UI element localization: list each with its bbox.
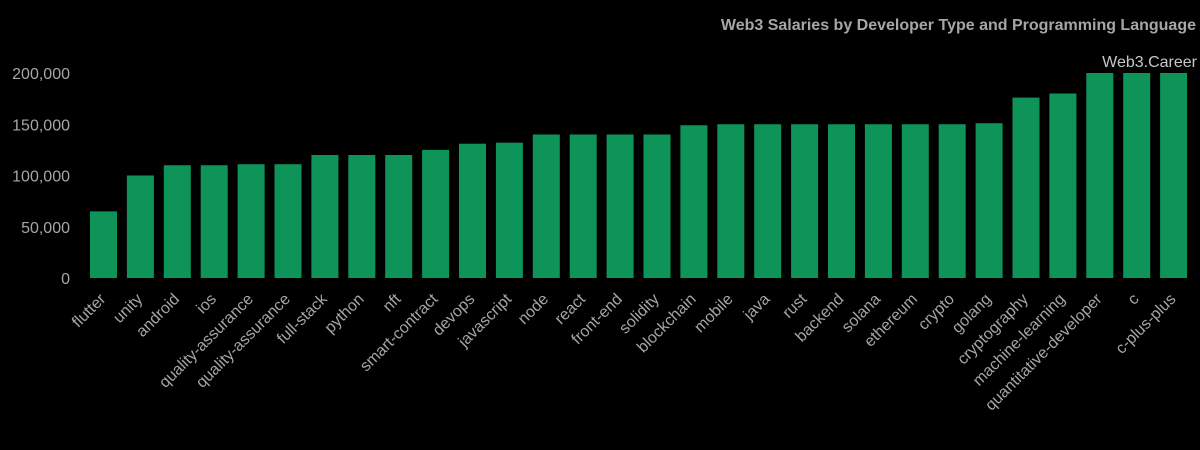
bars-group	[90, 73, 1188, 279]
y-tick-label: 100,000	[12, 169, 70, 186]
chart-title: Web3 Salaries by Developer Type and Prog…	[721, 17, 1196, 34]
bar-unity	[126, 175, 154, 278]
bar-ethereum	[901, 124, 929, 278]
y-tick-label: 50,000	[21, 220, 70, 237]
bar-backend	[828, 124, 855, 278]
bar-cryptography	[1012, 97, 1040, 278]
bar-golang	[975, 123, 1003, 278]
bar-front-end	[606, 134, 634, 278]
bar-crypto	[938, 124, 966, 278]
bar-nft	[385, 155, 413, 278]
bar-python	[348, 155, 376, 278]
bar-rust	[791, 124, 819, 278]
y-axis: 0 50,000 100,000 150,000 200,000	[12, 66, 70, 288]
bar-quality-assurance	[274, 164, 302, 278]
y-tick-label: 150,000	[12, 117, 70, 134]
bar-flutter	[90, 211, 117, 279]
bar-node	[532, 134, 560, 278]
bar-c-plus-plus	[1160, 73, 1188, 278]
bar-c	[1123, 73, 1151, 278]
watermark-label: Web3.Career	[1102, 54, 1198, 71]
bar-quality-assurance	[237, 164, 265, 278]
bar-solana	[864, 124, 892, 278]
bar-devops	[459, 143, 486, 278]
y-tick-label: 200,000	[12, 66, 70, 83]
bar-quantitative-developer	[1086, 73, 1114, 278]
bar-ios	[200, 165, 228, 278]
bar-react	[569, 134, 597, 278]
bar-blockchain	[680, 125, 708, 278]
bar-java	[754, 124, 782, 278]
bar-machine-learning	[1049, 93, 1077, 278]
bar-mobile	[717, 124, 745, 278]
y-tick-label: 0	[61, 271, 70, 288]
bar-full-stack	[311, 155, 339, 278]
bar-javascript	[495, 142, 523, 278]
bar-solidity	[643, 134, 671, 278]
bar-smart-contract	[422, 149, 450, 279]
bar-android	[163, 165, 191, 278]
